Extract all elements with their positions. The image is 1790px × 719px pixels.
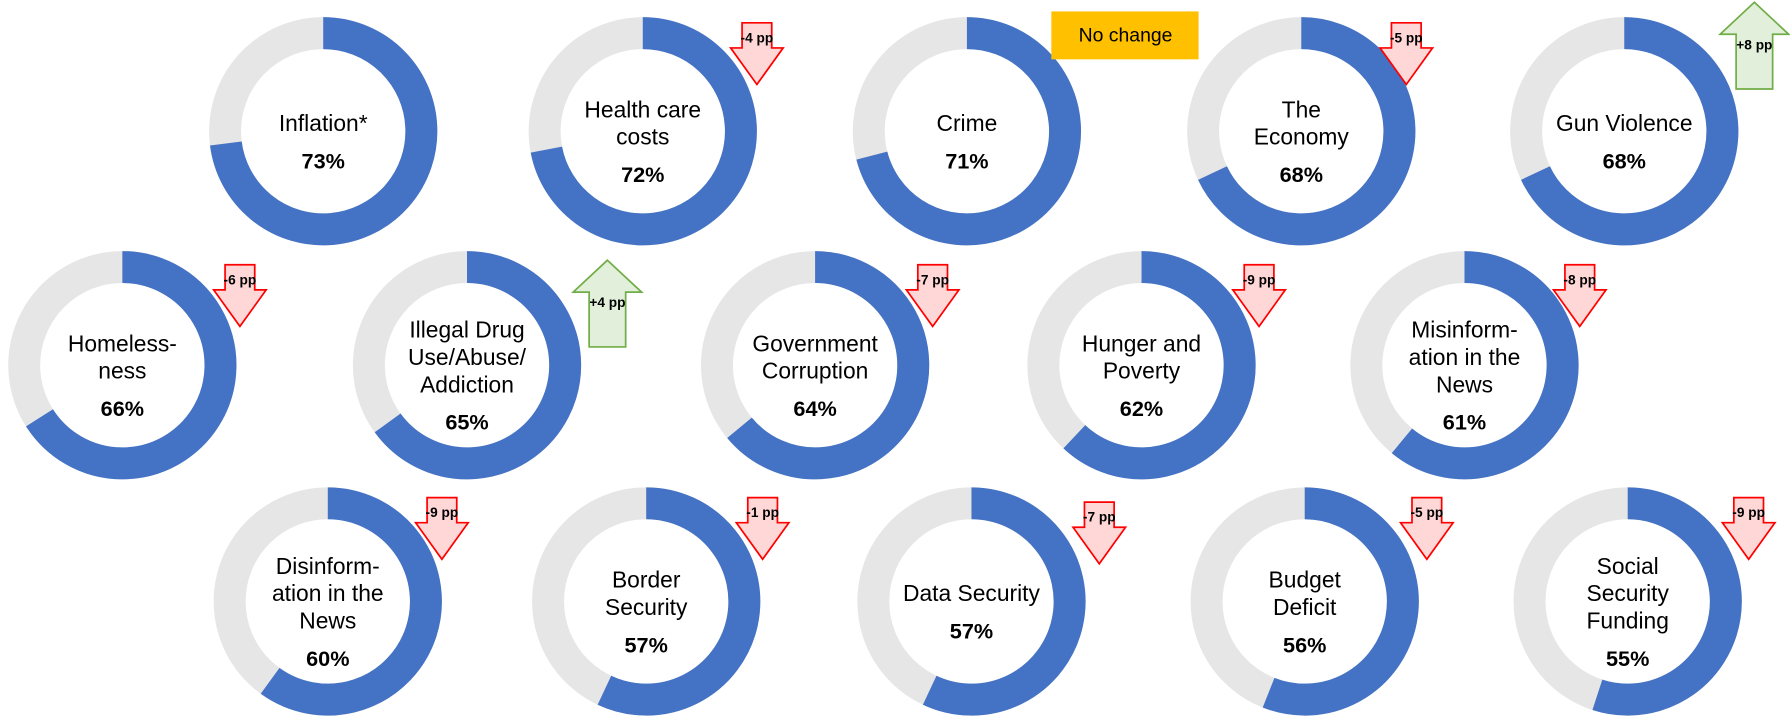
donut-label: Homeless- [68,330,177,356]
change-label: No change [1079,25,1173,47]
donut-label: Use/Abuse/ [408,344,527,370]
donut-value-label: 62% [1120,396,1163,421]
donut-value-label: 57% [625,632,668,657]
donut-value-label: 64% [793,396,836,421]
donut-value-label: 66% [101,396,144,421]
donut-label: Addiction [420,371,514,397]
donut-label: The [1282,96,1321,122]
donut-label: Budget [1269,567,1342,593]
donut-label: Gun Violence [1556,110,1693,136]
donut-arc [727,251,930,480]
change-label: -7 pp [1083,510,1116,525]
donut-label: costs [616,124,669,150]
donut-value-label: 73% [302,148,345,173]
donut-arc [1198,17,1416,246]
donut-label: Inflation* [279,110,368,136]
donut-arc [1391,251,1579,480]
up-arrow [570,259,644,348]
donut-arc [1521,17,1739,246]
donut-label: Hunger and [1082,330,1201,356]
donut-label: Social [1597,553,1659,579]
donut-arc [260,487,442,716]
donut-label: Border [612,567,681,593]
change-label: -9 pp [1732,505,1765,520]
donut-label: Illegal Drug [409,317,524,343]
donut-arc [374,251,582,480]
down-arrow [1720,496,1777,561]
donut-label: ness [98,358,146,384]
change-label: -8 pp [1563,272,1596,287]
down-arrow [413,496,470,561]
donut-label: Corruption [762,358,869,384]
donut-arc [1592,487,1742,716]
donut-label: Funding [1586,608,1668,634]
change-label: -9 pp [1243,272,1276,287]
donut-value-label: 71% [945,148,988,173]
donut-label: News [299,608,356,634]
change-label: +8 pp [1736,37,1772,52]
donut-arc [1063,251,1256,480]
change-label: +4 pp [589,295,625,310]
down-arrow [1231,263,1287,328]
donut-value-label: 65% [445,410,488,435]
donut-value-label: 68% [1280,162,1323,187]
donut-value-label: 56% [1283,632,1326,657]
change-label: -7 pp [916,272,949,287]
change-label: -5 pp [1410,505,1443,520]
down-arrow [904,263,961,328]
donut-arc [856,17,1082,246]
donut-label: Crime [936,110,997,136]
donut-arc [922,487,1086,716]
donut-label: Deficit [1273,594,1337,620]
donut-label: Disinform- [276,553,380,579]
donut-value-label: 68% [1603,148,1646,173]
donut-value-label: 57% [950,619,993,644]
change-label: -5 pp [1390,30,1423,45]
donut-value-label: 55% [1606,646,1649,671]
no-change-box [1051,11,1199,60]
donut-value-label: 60% [306,646,349,671]
donut-label: Security [1586,580,1669,606]
down-arrow [728,21,785,86]
donut-value-label: 72% [621,162,664,187]
donut-label: ation in the [272,580,384,606]
donut-arc [26,251,237,480]
donut-label: Government [752,330,878,356]
donut-label: Data Security [903,580,1041,606]
donut-value-label: 61% [1443,410,1486,435]
down-arrow [1378,21,1435,86]
donut-arc [597,487,761,716]
donut-label: Health care [584,96,701,122]
donut-arc [210,17,438,246]
down-arrow [734,496,791,561]
change-label: -1 pp [746,505,779,520]
up-arrow [1717,1,1790,90]
change-label: -4 pp [741,30,774,45]
donut-label: Poverty [1103,358,1181,384]
down-arrow [211,263,268,328]
donut-label: News [1436,371,1493,397]
change-label: -6 pp [224,272,257,287]
down-arrow [1398,496,1455,561]
donut-arc [530,17,757,246]
donut-label: Security [605,594,688,620]
donut-label: Misinform- [1411,317,1517,343]
change-label: -9 pp [426,505,459,520]
down-arrow [1551,263,1608,328]
donut-arc [1262,487,1419,716]
donut-label: Economy [1254,124,1350,150]
donut-label: ation in the [1409,344,1521,370]
down-arrow [1071,501,1128,566]
